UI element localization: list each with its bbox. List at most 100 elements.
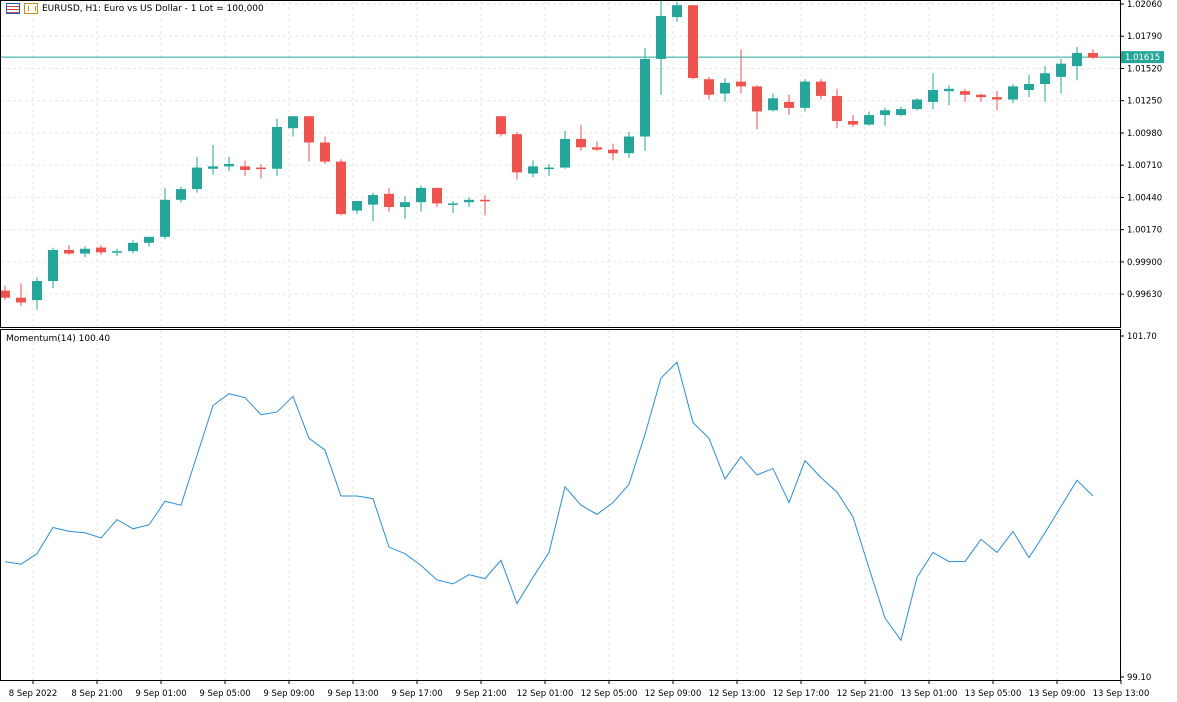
chart-title: EURUSD, H1: Euro vs US Dollar - 1 Lot = … (42, 3, 264, 14)
candle-body (512, 134, 522, 173)
time-tick-label: 13 Sep 13:00 (1093, 689, 1150, 699)
candle-body (592, 147, 602, 150)
candle-chart-icon[interactable] (24, 3, 38, 14)
candle-body (192, 167, 202, 190)
candle-body (816, 81, 826, 96)
candle-body (16, 297, 26, 303)
candle-body (544, 167, 554, 170)
candle-body (96, 247, 106, 253)
candle-body (336, 161, 346, 215)
candle-body (864, 115, 874, 125)
candle-body (640, 58, 650, 137)
candlestick-series (0, 0, 1098, 310)
indicator-tick-label: 99.10 (1127, 673, 1151, 683)
price-pane-frame (0, 0, 1121, 328)
candle-body (768, 98, 778, 111)
time-tick-label: 8 Sep 2022 (9, 689, 57, 699)
candle-body (720, 82, 730, 94)
candle-body (1056, 63, 1066, 77)
time-tick-label: 12 Sep 09:00 (645, 689, 702, 699)
candle-body (1008, 86, 1018, 100)
bar-chart-icon[interactable] (6, 3, 20, 14)
price-tick-label: 1.00170 (1127, 226, 1162, 236)
candle-body (1024, 84, 1034, 90)
candle-body (800, 81, 810, 108)
candle-body (352, 201, 362, 211)
current-price-badge (1121, 51, 1164, 64)
candle-body (752, 86, 762, 112)
indicator-axis: 101.70 99.10 (1120, 332, 1157, 683)
time-tick-label: 9 Sep 17:00 (391, 689, 442, 699)
candle-body (704, 79, 714, 95)
candle-body (736, 81, 746, 87)
indicator-title: Momentum(14) 100.40 (6, 334, 111, 344)
candle-body (960, 91, 970, 95)
candle-body (784, 101, 794, 108)
candle-body (464, 199, 474, 203)
candle-body (208, 166, 218, 169)
time-tick-label: 12 Sep 01:00 (517, 689, 574, 699)
candle-body (176, 189, 186, 200)
candle-body (912, 99, 922, 110)
candle-body (128, 242, 138, 252)
candle-body (560, 138, 570, 168)
current-price-text: 1.01615 (1125, 53, 1160, 63)
candle-body (448, 203, 458, 205)
candle-body (528, 166, 538, 174)
price-tick-label: 1.02060 (1127, 0, 1162, 10)
candle-body (624, 136, 634, 154)
time-tick-label: 12 Sep 21:00 (837, 689, 894, 699)
price-tick-label: 1.01520 (1127, 64, 1162, 74)
candle-body (656, 15, 666, 59)
price-tick-label: 1.01250 (1127, 97, 1162, 107)
indicator-pane-frame (0, 329, 1121, 681)
current-price-label: 1.01615 (1121, 51, 1164, 64)
candle-body (400, 202, 410, 207)
time-tick-label: 9 Sep 05:00 (199, 689, 250, 699)
candle-body (496, 116, 506, 135)
candle-body (160, 199, 170, 237)
time-tick-label: 12 Sep 13:00 (709, 689, 766, 699)
price-tick-label: 0.99900 (1127, 258, 1162, 268)
candle-body (880, 110, 890, 116)
candle-body (976, 94, 986, 98)
time-tick-label: 13 Sep 05:00 (965, 689, 1022, 699)
candle-body (32, 281, 42, 301)
candle-body (240, 166, 250, 170)
candle-body (416, 187, 426, 203)
candle-body (1072, 52, 1082, 67)
candle-body (944, 88, 954, 92)
candle-body (320, 142, 330, 162)
indicator-tick-label: 101.70 (1127, 332, 1157, 342)
candle-body (272, 126, 282, 169)
candle-body (480, 199, 490, 202)
candle-body (80, 248, 90, 254)
candle-body (384, 193, 394, 207)
candle-body (896, 109, 906, 116)
candle-body (112, 251, 122, 253)
time-tick-label: 9 Sep 01:00 (135, 689, 186, 699)
price-tick-label: 1.00440 (1127, 193, 1162, 203)
price-tick-label: 1.00710 (1127, 161, 1162, 171)
candle-body (832, 95, 842, 122)
momentum-line (4, 361, 1094, 642)
candle-body (0, 290, 10, 298)
time-tick-label: 8 Sep 21:00 (71, 689, 122, 699)
time-axis: 8 Sep 2022 8 Sep 21:00 9 Sep 01:00 9 Sep 05… (9, 680, 1150, 699)
price-tick-label: 0.99630 (1127, 290, 1162, 300)
time-tick-label: 9 Sep 21:00 (455, 689, 506, 699)
candle-body (1040, 73, 1050, 84)
candle-body (576, 138, 586, 148)
candle-body (928, 89, 938, 102)
candle-body (224, 164, 234, 167)
candle-body (144, 236, 154, 243)
time-tick-label: 9 Sep 13:00 (327, 689, 378, 699)
candle-body (992, 97, 1002, 100)
candle-body (64, 249, 74, 254)
time-tick-label: 12 Sep 05:00 (581, 689, 638, 699)
time-tick-label: 13 Sep 09:00 (1029, 689, 1086, 699)
indicator-grid (32, 330, 1122, 680)
candle-body (256, 167, 266, 170)
candle-body (848, 121, 858, 125)
